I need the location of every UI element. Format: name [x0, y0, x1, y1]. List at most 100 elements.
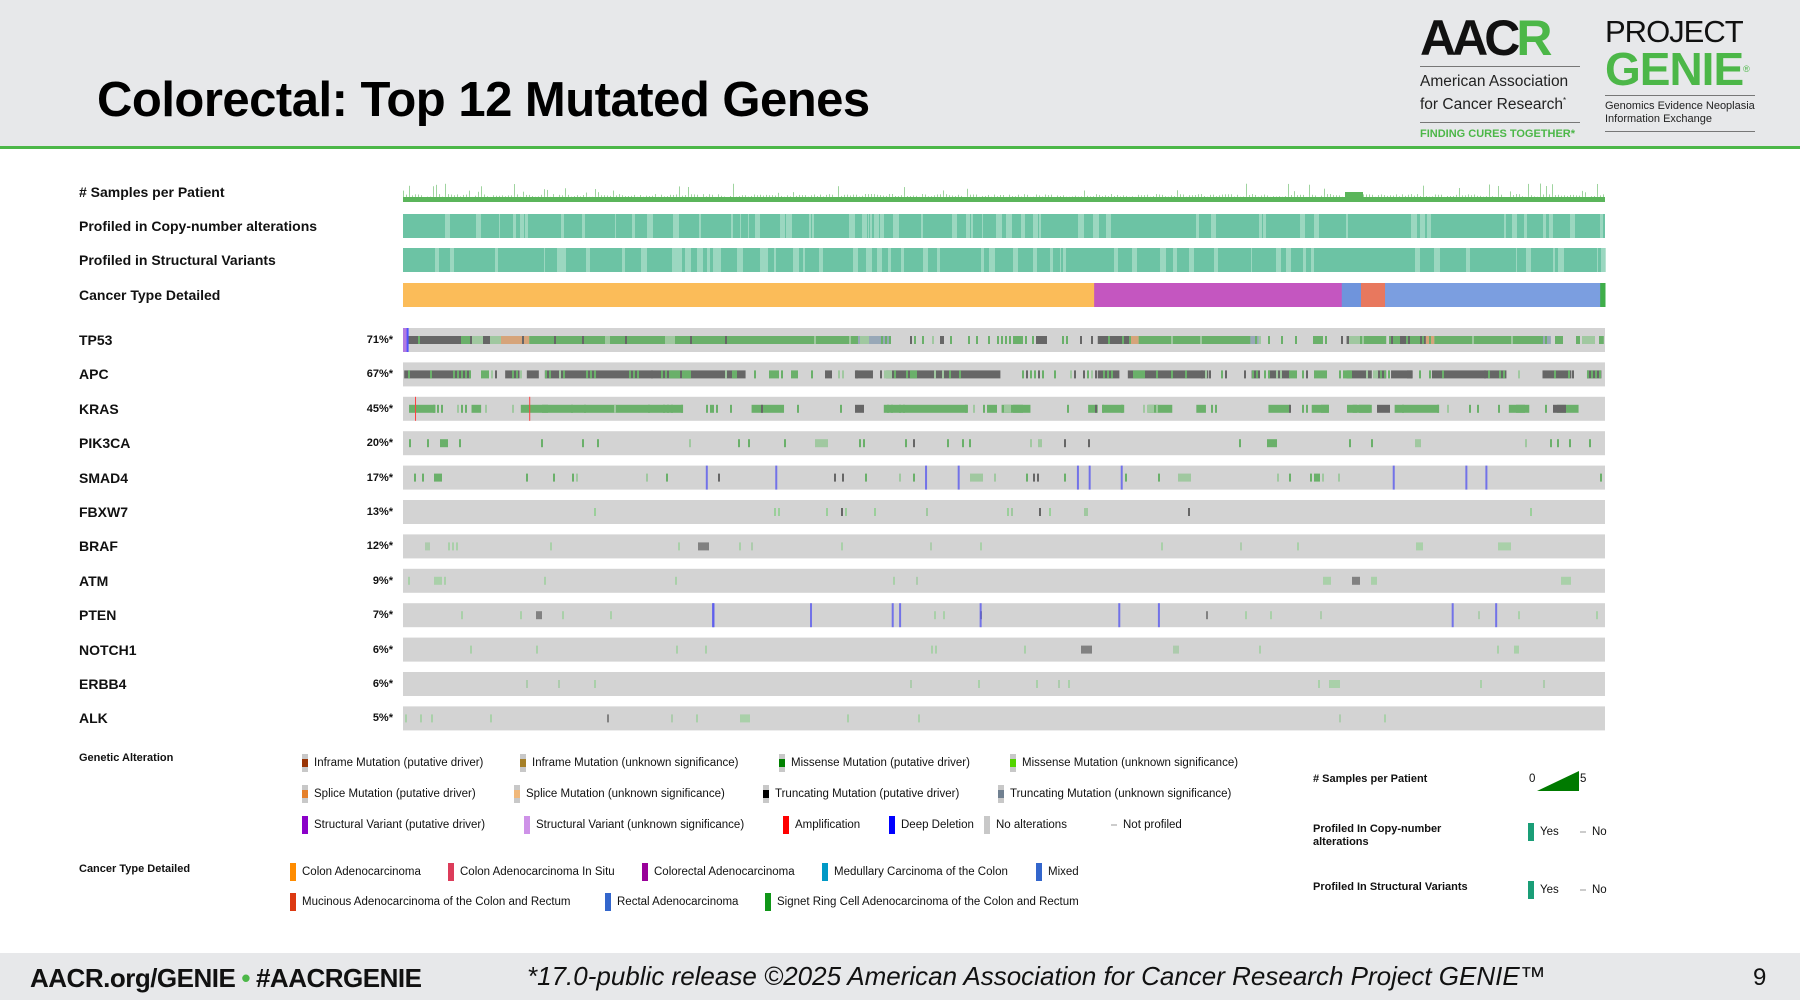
legend-item-not-profiled: Not profiled: [1111, 815, 1182, 835]
samples-per-patient-bar: [1522, 196, 1523, 197]
alteration-mark: [1295, 336, 1297, 344]
genie-sub-line1: Genomics Evidence Neoplasia: [1605, 100, 1755, 112]
gene-pct-smad4: 17%*: [366, 471, 393, 484]
samples-per-patient-bar: [415, 194, 416, 197]
alteration-mark: [563, 370, 565, 379]
samples-per-patient-bar: [1072, 196, 1073, 197]
samples-per-patient-bar: [1045, 194, 1046, 197]
alteration-mark: [457, 370, 459, 379]
gene-label-braf[interactable]: BRAF: [79, 538, 118, 555]
samples-per-patient-bar: [829, 194, 830, 197]
samples-per-patient-bar: [697, 194, 698, 197]
samples-per-patient-bar: [463, 194, 464, 197]
alteration-mark: [1026, 473, 1028, 482]
legend-swatch: [998, 785, 1004, 803]
alteration-mark: [1038, 370, 1040, 379]
alteration-mark: [485, 404, 487, 413]
gene-label-atm[interactable]: ATM: [79, 572, 109, 589]
gene-label-notch1[interactable]: NOTCH1: [79, 641, 137, 658]
alteration-mark: [791, 370, 798, 379]
alteration-mark: [696, 714, 698, 723]
alteration-mark: [962, 439, 964, 448]
alteration-mark: [1157, 603, 1160, 628]
alteration-mark: [855, 404, 864, 413]
samples-per-patient-bar: [1585, 192, 1586, 197]
alteration-mark: [1245, 611, 1247, 620]
profiled-cna-track-sample: [673, 214, 679, 238]
profiled-sv-track-sample: [1526, 248, 1531, 272]
samples-per-patient-bar: [799, 194, 800, 197]
alteration-mark: [883, 404, 968, 413]
samples-per-patient-bar: [1399, 196, 1400, 197]
samples-per-patient-bar: [712, 194, 713, 197]
samples-per-patient-bar: [1345, 192, 1363, 198]
alteration-mark: [461, 611, 463, 620]
alteration-mark: [1034, 370, 1036, 379]
profiled-cna-track-sample: [1211, 214, 1216, 238]
alteration-mark: [408, 370, 410, 379]
gene-label-kras[interactable]: KRAS: [79, 400, 119, 417]
profiled-sv-track-sample: [866, 248, 872, 272]
alteration-mark: [865, 473, 867, 482]
alteration-mark: [665, 370, 667, 379]
alteration-mark: [1244, 370, 1246, 379]
samples-per-patient-bar: [1498, 185, 1499, 197]
samples-per-patient-bar: [1123, 195, 1124, 197]
alteration-mark: [949, 370, 951, 379]
alteration-mark: [1024, 645, 1026, 654]
gene-label-tp53[interactable]: TP53: [79, 332, 113, 348]
alteration-mark: [1095, 404, 1097, 413]
alteration-mark: [550, 336, 552, 344]
alteration-mark: [1161, 542, 1163, 551]
legend-label: No alterations: [996, 819, 1067, 831]
profiled-sv-track-sample: [1033, 248, 1037, 272]
alteration-mark: [404, 370, 471, 379]
alteration-mark: [732, 370, 737, 379]
alteration-mark: [597, 439, 599, 448]
alteration-mark: [725, 336, 727, 344]
alteration-mark: [1442, 370, 1444, 379]
profiled-sv-track-sample: [1286, 248, 1290, 272]
samples-per-patient-bar: [1288, 183, 1289, 197]
gene-label-pten[interactable]: PTEN: [79, 607, 117, 624]
profiled-cna-track-sample: [740, 214, 741, 238]
alteration-mark: [1148, 404, 1173, 413]
legend-item-structural-variant-putative-driver: Structural Variant (putative driver): [302, 815, 485, 835]
gene-label-smad4[interactable]: SMAD4: [79, 469, 129, 486]
gene-label-alk[interactable]: ALK: [79, 710, 108, 727]
gene-label-erbb4[interactable]: ERBB4: [79, 676, 127, 692]
samples-per-patient-bar: [1264, 194, 1265, 197]
samples-per-patient-bar: [457, 194, 458, 197]
alteration-mark: [1013, 336, 1023, 344]
alteration-mark: [1349, 336, 1360, 344]
alteration-mark: [1598, 336, 1604, 344]
footer-site-link[interactable]: AACR.org/GENIE: [30, 963, 236, 993]
samples-per-patient-bar: [1096, 194, 1097, 197]
alteration-mark: [845, 508, 847, 516]
alteration-mark: [1329, 680, 1340, 688]
slide-footer: AACR.org/GENIE • #AACRGENIE *17.0-public r…: [0, 953, 1800, 1000]
alteration-mark: [591, 336, 593, 344]
samples-per-patient-bar: [1114, 195, 1115, 197]
alteration-mark: [418, 336, 420, 344]
legend-label: Mucinous Adenocarcinoma of the Colon and…: [302, 896, 571, 908]
samples-per-patient-bar: [1231, 194, 1232, 197]
samples-per-patient-bar: [1510, 191, 1511, 197]
alteration-mark: [1388, 370, 1390, 379]
alteration-mark: [1025, 336, 1027, 344]
alteration-mark: [1007, 508, 1009, 516]
profiled-sv-track-sample: [763, 248, 768, 272]
gene-label-apc[interactable]: APC: [79, 366, 109, 383]
alteration-mark: [629, 370, 631, 379]
samples-per-patient-bar: [1099, 194, 1100, 197]
gene-label-fbxw7[interactable]: FBXW7: [79, 504, 128, 520]
alteration-mark: [903, 404, 905, 413]
samples-per-patient-bar: [1225, 194, 1226, 197]
profiled-sv-track-sample: [707, 248, 710, 272]
profiled-cna-track-sample: [632, 214, 635, 238]
legend-swatch: [765, 893, 771, 911]
alteration-mark: [934, 611, 936, 620]
gene-label-pik3ca[interactable]: PIK3CA: [79, 435, 131, 452]
samples-per-patient-bar: [1582, 190, 1583, 197]
alteration-mark: [1429, 370, 1431, 379]
